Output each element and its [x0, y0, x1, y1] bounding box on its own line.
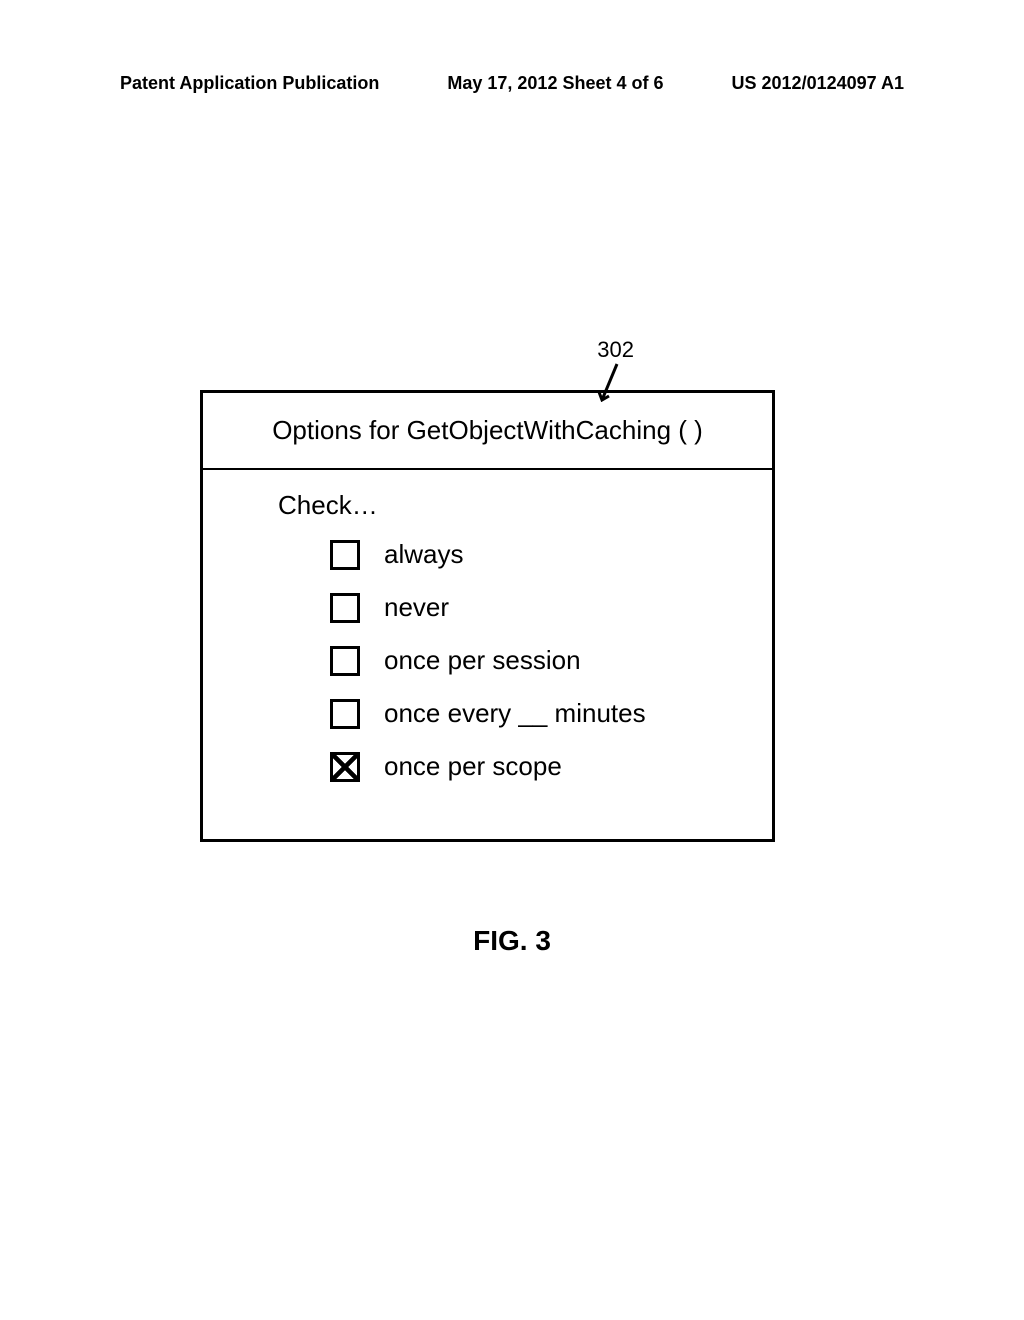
panel-container: 302 Options for GetObjectWithCaching ( )…: [200, 390, 775, 842]
panel-body: Check… always never once per session onc…: [203, 470, 772, 839]
header-center: May 17, 2012 Sheet 4 of 6: [447, 73, 663, 94]
header-left: Patent Application Publication: [120, 73, 379, 94]
checkbox-always[interactable]: [330, 540, 360, 570]
option-label: once per session: [384, 645, 581, 676]
check-label: Check…: [278, 490, 732, 521]
option-label: never: [384, 592, 449, 623]
option-label: always: [384, 539, 463, 570]
panel-title: Options for GetObjectWithCaching ( ): [203, 393, 772, 470]
page-header: Patent Application Publication May 17, 2…: [0, 73, 1024, 94]
option-row: once every __ minutes: [330, 698, 732, 729]
options-panel: Options for GetObjectWithCaching ( ) Che…: [200, 390, 775, 842]
option-row: once per session: [330, 645, 732, 676]
option-label: once every __ minutes: [384, 698, 646, 729]
checkbox-minutes[interactable]: [330, 699, 360, 729]
checkbox-scope[interactable]: [330, 752, 360, 782]
checkbox-session[interactable]: [330, 646, 360, 676]
reference-number: 302: [597, 337, 634, 363]
header-right: US 2012/0124097 A1: [732, 73, 904, 94]
reference-leader-line: [597, 362, 627, 402]
option-row: always: [330, 539, 732, 570]
option-row: never: [330, 592, 732, 623]
option-label: once per scope: [384, 751, 562, 782]
checkbox-never[interactable]: [330, 593, 360, 623]
figure-label: FIG. 3: [0, 925, 1024, 957]
option-row: once per scope: [330, 751, 732, 782]
